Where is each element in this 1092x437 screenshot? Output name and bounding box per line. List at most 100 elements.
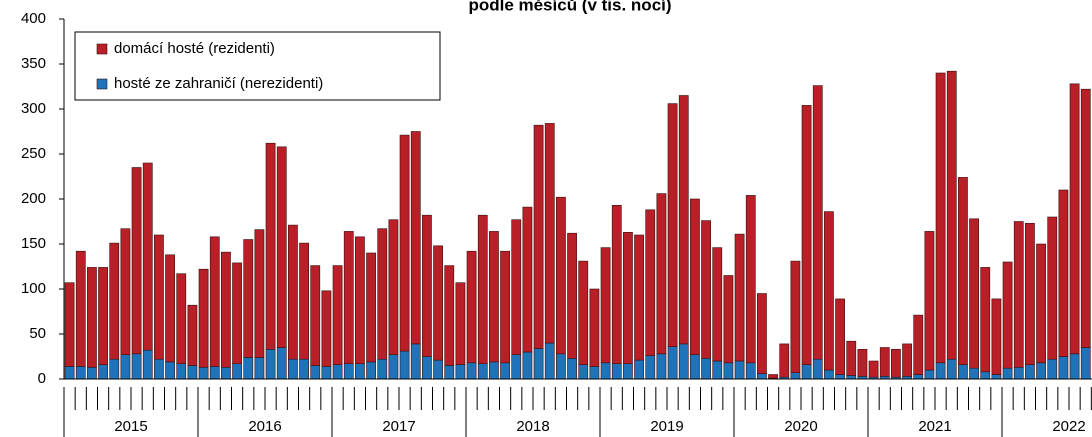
bar-segment (623, 232, 633, 364)
bar-segment (154, 358, 164, 380)
bar-segment (868, 360, 879, 378)
bar-segment (891, 348, 901, 378)
bar-segment (109, 358, 120, 380)
bar-segment (634, 359, 644, 380)
bar-segment (645, 209, 656, 356)
legend-swatch (96, 78, 108, 90)
bar-segment (288, 358, 298, 380)
bar-segment (64, 282, 75, 367)
bar-segment (388, 354, 399, 380)
bar-segment (701, 357, 711, 380)
bar-segment (712, 360, 723, 380)
bar-segment (1025, 364, 1035, 380)
bar-segment (701, 220, 711, 359)
bar-segment (433, 359, 443, 380)
bar-segment (254, 357, 265, 380)
bar-segment (265, 348, 276, 380)
bar-segment (924, 231, 935, 371)
bar-segment (444, 365, 455, 380)
bar-segment (489, 361, 499, 380)
bar-segment (254, 229, 265, 358)
bar-segment (388, 219, 399, 355)
bar-segment (544, 123, 555, 344)
bar-segment (969, 218, 979, 369)
y-tick-label: 400 (21, 10, 46, 27)
bar-segment (544, 342, 555, 380)
bar-segment (600, 247, 611, 364)
bar-segment (75, 366, 86, 380)
bar-segment (623, 363, 633, 380)
bar-segment (98, 267, 108, 365)
bar-segment (589, 288, 600, 367)
bar-segment (142, 349, 153, 380)
bar-segment (533, 348, 544, 380)
bar-segment (422, 356, 432, 380)
bar-segment (232, 363, 242, 380)
bar-segment (131, 353, 142, 380)
bar-segment (355, 363, 365, 380)
bar-segment (924, 369, 935, 380)
bar-segment (667, 103, 678, 347)
chart-title: podle měsíců (v tis. nocí) (468, 0, 671, 14)
bar-segment (1047, 358, 1058, 380)
legend-label: domácí hosté (rezidenti) (114, 40, 275, 57)
y-tick-label: 300 (21, 100, 46, 117)
bar-segment (857, 348, 868, 377)
bar-segment (656, 353, 667, 380)
bar-segment (187, 365, 198, 380)
y-tick-label: 50 (29, 325, 46, 342)
bar-segment (958, 364, 968, 380)
bar-segment (946, 70, 957, 360)
bar-segment (790, 372, 801, 380)
bar-segment (846, 340, 857, 376)
bar-segment (310, 265, 321, 366)
bar-segment (444, 265, 455, 366)
bar-segment (958, 177, 968, 365)
year-label: 2021 (918, 418, 951, 435)
bar-segment (556, 353, 566, 380)
bar-segment (1047, 216, 1058, 360)
bar-segment (913, 314, 924, 375)
bar-segment (377, 358, 388, 380)
bar-segment (165, 361, 175, 380)
bar-segment (567, 357, 577, 380)
year-label: 2020 (784, 418, 817, 435)
bar-segment (176, 363, 187, 380)
legend-swatch (96, 43, 108, 55)
bar-segment (835, 298, 845, 375)
bar-segment (332, 265, 343, 365)
bar-segment (466, 362, 477, 380)
y-tick-label: 100 (21, 280, 46, 297)
bar-segment (120, 228, 131, 355)
bar-segment (355, 236, 365, 365)
y-tick-label: 200 (21, 190, 46, 207)
y-tick-label: 150 (21, 235, 46, 252)
bar-segment (980, 371, 991, 380)
bar-segment (75, 250, 86, 367)
bar-segment (1036, 243, 1046, 364)
bar-segment (991, 374, 1002, 380)
bar-segment (288, 224, 298, 360)
year-label: 2019 (650, 418, 683, 435)
bar-segment (645, 355, 656, 380)
bar-segment (221, 251, 231, 368)
bar-segment (332, 364, 343, 380)
bar-segment (723, 275, 734, 364)
y-tick-label: 250 (21, 145, 46, 162)
y-tick-label: 0 (38, 370, 46, 387)
year-label: 2018 (516, 418, 549, 435)
bar-segment (522, 351, 533, 380)
bar-segment (611, 205, 622, 364)
bar-segment (533, 124, 544, 349)
bar-segment (946, 358, 957, 380)
bar-segment (120, 354, 131, 380)
bar-segment (935, 362, 946, 380)
year-label: 2015 (114, 418, 147, 435)
bar-segment (265, 142, 276, 350)
bar-segment (723, 362, 734, 380)
bar-segment (410, 131, 421, 345)
bar-segment (366, 361, 376, 380)
bar-segment (221, 366, 231, 380)
year-label: 2016 (248, 418, 281, 435)
